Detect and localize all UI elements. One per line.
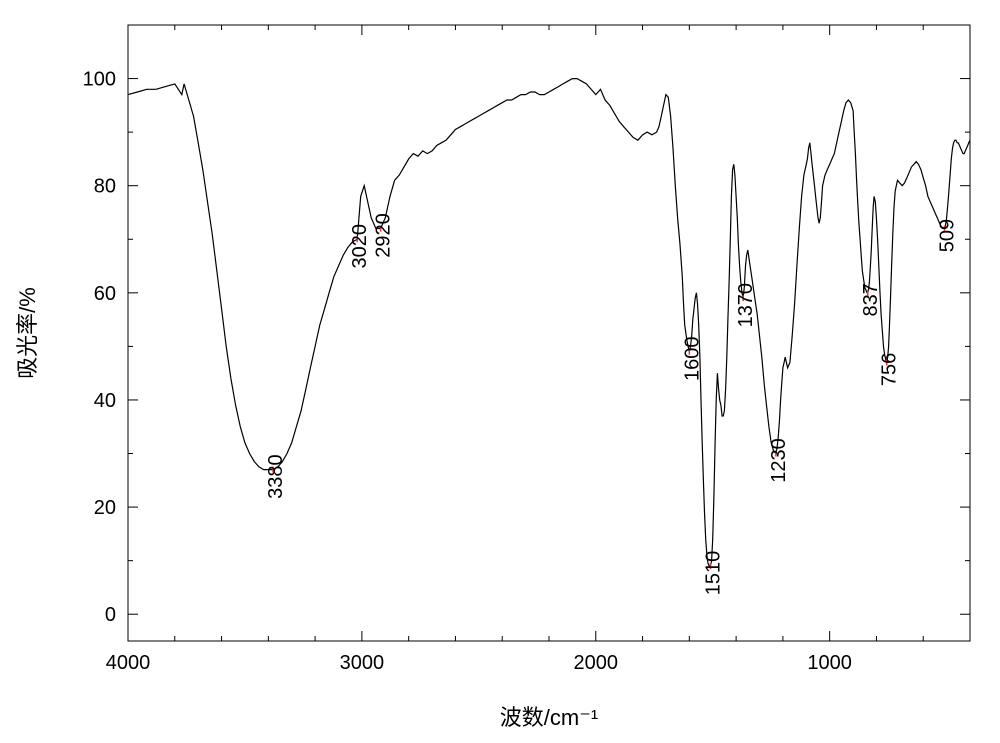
y-tick-label: 20: [94, 497, 116, 519]
y-tick-label: 60: [94, 283, 116, 305]
peak-label: 837: [860, 283, 882, 316]
x-tick-label: 4000: [106, 652, 151, 674]
x-tick-label: 3000: [340, 652, 385, 674]
ir-spectrum-chart: 4000 3000 2000 1000 0 20 40 60 80 100 3380 30202920…: [0, 0, 1000, 743]
spectrum-line: [128, 79, 970, 566]
peak-label: 756: [879, 353, 901, 386]
y-tick-label: 0: [105, 604, 116, 626]
peak-label: 1600: [681, 336, 703, 381]
y-axis-title: 吸光率/%: [15, 287, 40, 379]
peak-label: 3380: [265, 454, 287, 499]
x-tick-label: 1000: [807, 652, 852, 674]
peak-label: 1230: [768, 438, 790, 483]
x-axis-title: 波数/cm⁻¹: [500, 705, 598, 730]
peak-label: 2920: [373, 213, 395, 258]
y-tick-label: 100: [83, 69, 116, 91]
plot-frame: [128, 25, 970, 641]
peak-label: 1510: [702, 551, 724, 596]
y-tick-label: 40: [94, 390, 116, 412]
peak-label: 509: [937, 219, 959, 252]
peak-label: 3020: [349, 224, 371, 269]
x-tick-label: 2000: [574, 652, 619, 674]
peak-label: 1370: [735, 283, 757, 328]
y-tick-label: 80: [94, 176, 116, 198]
